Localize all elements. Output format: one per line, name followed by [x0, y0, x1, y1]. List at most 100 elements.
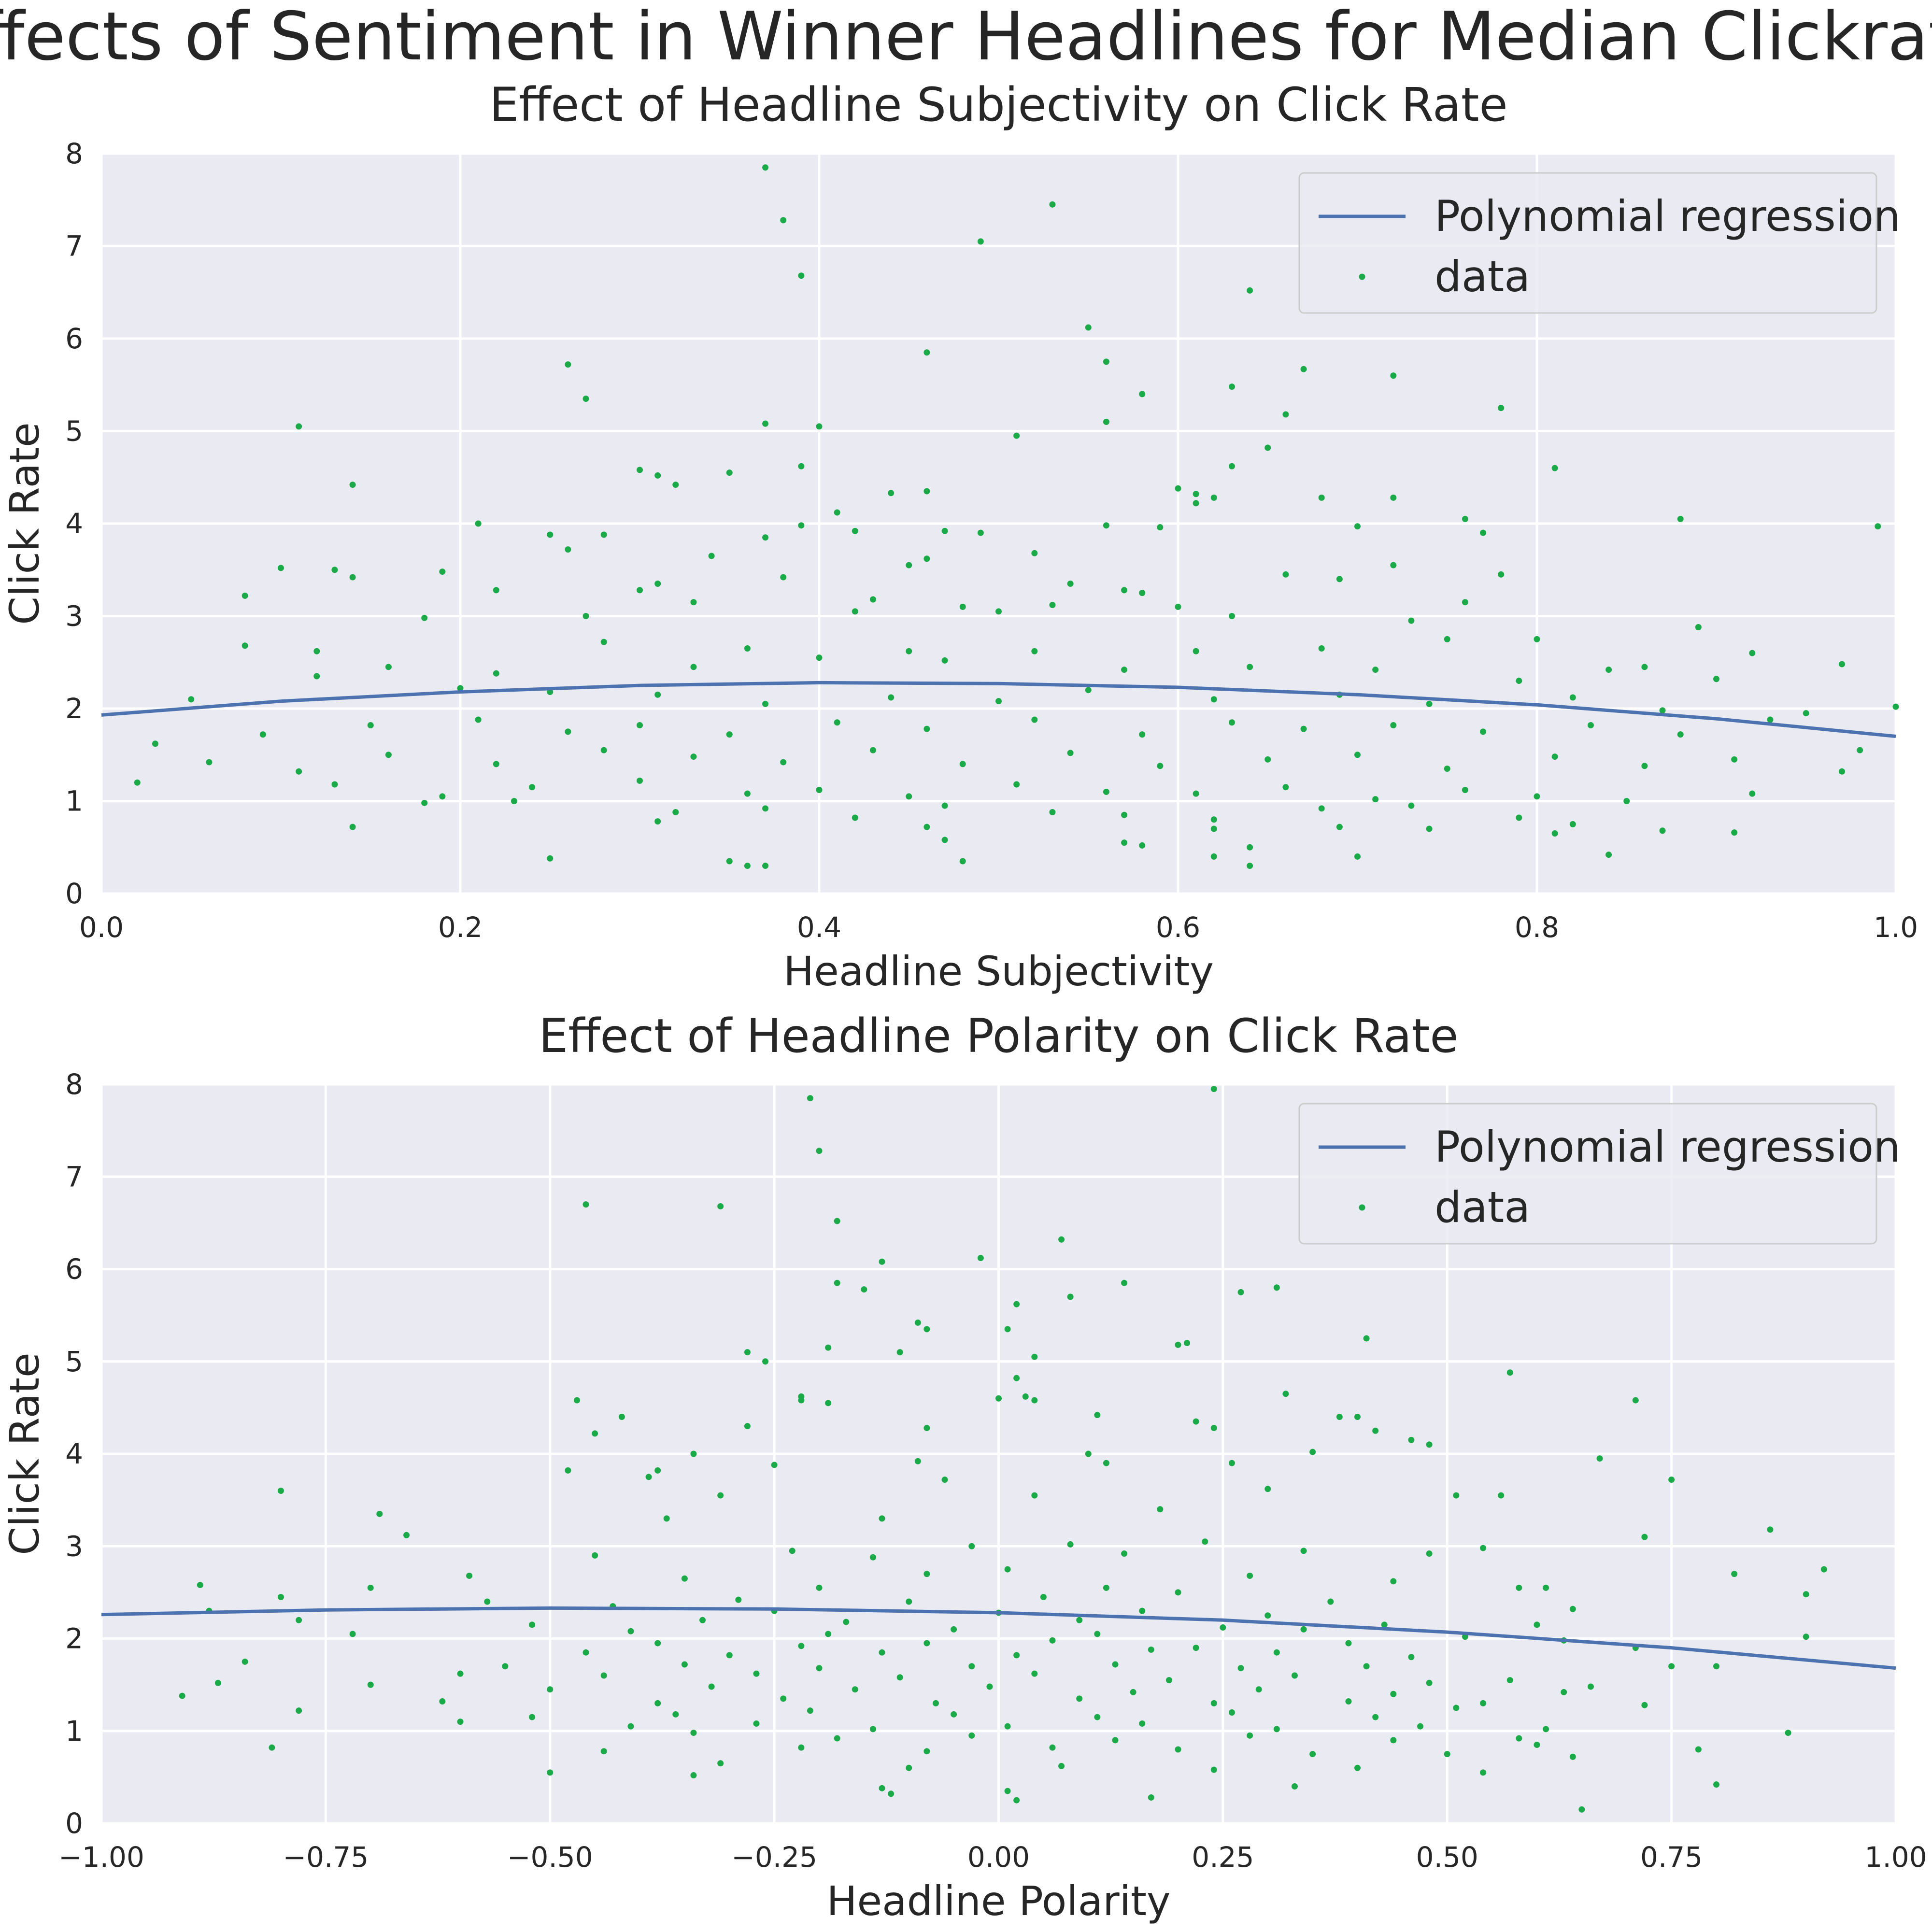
plot1-data-point [1067, 580, 1074, 587]
plot2-data-point [1803, 1591, 1809, 1598]
plot2-data-point [1713, 1781, 1719, 1788]
plot2-data-point [834, 1218, 840, 1224]
plot2-legend-line-label: Polynomial regression [1435, 1122, 1901, 1172]
plot1-data-point [1247, 287, 1253, 294]
plot1-x-tick-label: 0.8 [1515, 911, 1559, 944]
plot2-data-point [1210, 1086, 1217, 1093]
plot1-data-point [923, 349, 930, 356]
plot2-data-point [1175, 1341, 1181, 1348]
plot1-data-point [923, 824, 930, 830]
plot2-data-point [1247, 1572, 1253, 1579]
plot1-legend-point-swatch [1359, 273, 1365, 280]
plot2-data-point [780, 1695, 787, 1702]
plot1-data-point [1713, 676, 1719, 682]
plot2-data-point [1148, 1646, 1154, 1653]
plot2-data-point [1363, 1663, 1370, 1670]
plot1-data-point [923, 555, 930, 562]
plot1-data-point [134, 779, 141, 786]
plot1-data-point [313, 648, 320, 654]
plot2-data-point [1184, 1340, 1191, 1346]
plot1-data-point [1695, 624, 1702, 630]
plot2-data-point [592, 1552, 598, 1559]
plot1-data-point [834, 719, 840, 726]
plot1-data-point [869, 747, 876, 753]
plot1-data-point [475, 520, 482, 527]
plot2-data-point [1480, 1700, 1487, 1706]
plot2-data-point [376, 1510, 383, 1517]
plot1-data-point [1462, 515, 1468, 522]
plot2-data-point [547, 1686, 554, 1693]
plot1-data-point [511, 798, 517, 804]
plot2-data-point [565, 1467, 571, 1474]
plot1-data-point [421, 799, 428, 806]
plot1-data-point [1247, 863, 1253, 869]
plot2-data-point [1354, 1414, 1361, 1420]
plot2-data-point [1004, 1788, 1011, 1794]
plot2-data-point [1130, 1689, 1136, 1695]
plot1-data-point [1282, 784, 1289, 791]
plot2-data-point [484, 1598, 491, 1605]
plot2-data-point [843, 1619, 850, 1625]
plot2-data-point [968, 1543, 975, 1549]
plot2-data-point [771, 1462, 778, 1468]
plot2-data-point [672, 1711, 679, 1718]
plot2-legend-point-label: data [1435, 1182, 1530, 1232]
plot2-data-point [1094, 1631, 1101, 1637]
plot1-data-point [798, 463, 805, 469]
plot1-data-point [1354, 523, 1361, 530]
plot1-data-point [780, 759, 787, 766]
plot1-data-point [1210, 825, 1217, 832]
plot1-data-point [1031, 550, 1038, 556]
plot1-data-point [475, 716, 482, 723]
plot2-data-point [1668, 1663, 1675, 1670]
plot2-y-tick-label: 7 [65, 1160, 83, 1193]
plot1-data-point [798, 272, 805, 279]
plot1-data-point [1318, 645, 1325, 652]
plot2-data-point [726, 1652, 733, 1659]
plot1-data-point [1372, 796, 1379, 803]
plot1-data-point [780, 574, 787, 581]
plot1-x-tick-label: 1.0 [1874, 911, 1918, 944]
plot1-legend-box [1298, 172, 1877, 314]
plot1-data-point [906, 562, 912, 568]
plot2-data-point [592, 1430, 598, 1437]
plot1-data-point [1354, 752, 1361, 758]
plot1-data-point [1659, 707, 1666, 714]
plot2-data-point [906, 1764, 912, 1771]
plot1-data-point [1444, 765, 1450, 772]
plot2-data-point [1498, 1492, 1505, 1499]
plot2-data-point [825, 1631, 832, 1637]
plot2-data-point [1363, 1335, 1370, 1342]
plot1-data-point [242, 642, 248, 649]
plot1-data-point [637, 587, 643, 594]
plot2-title: Effect of Headline Polarity on Click Rat… [539, 1009, 1459, 1063]
plot1-data-point [1875, 523, 1881, 530]
plot1-y-tick-label: 5 [65, 415, 83, 448]
plot1-data-point [493, 670, 499, 677]
plot2-data-point [1139, 1607, 1146, 1614]
plot2-data-point [1408, 1654, 1415, 1661]
plot2-data-point [1031, 1397, 1038, 1404]
plot1-data-point [1247, 844, 1253, 851]
plot2-data-point [1067, 1541, 1074, 1548]
plot2-data-point [1031, 1670, 1038, 1677]
plot2-legend-box [1298, 1103, 1877, 1245]
plot1-data-point [1516, 814, 1522, 821]
plot1-data-point [1731, 756, 1738, 763]
plot2-data-point [582, 1201, 589, 1208]
plot1-data-point [1121, 667, 1128, 673]
plot2-data-point [296, 1617, 302, 1623]
plot2-data-point [1076, 1617, 1083, 1623]
plot1-x-tick-label: 0.2 [438, 911, 483, 944]
plot2-data-point [708, 1683, 715, 1690]
plot1-data-point [1193, 648, 1199, 654]
plot1-data-point [923, 725, 930, 732]
plot2-regression-line [101, 1606, 1896, 1670]
plot2-data-point [1641, 1702, 1648, 1708]
plot1-data-point [1264, 444, 1271, 451]
plot2-data-point [1453, 1705, 1460, 1711]
plot2-data-point [654, 1467, 661, 1474]
plot1-data-point [600, 747, 607, 753]
plot1-data-point [941, 527, 948, 534]
plot1-data-point [331, 567, 338, 573]
